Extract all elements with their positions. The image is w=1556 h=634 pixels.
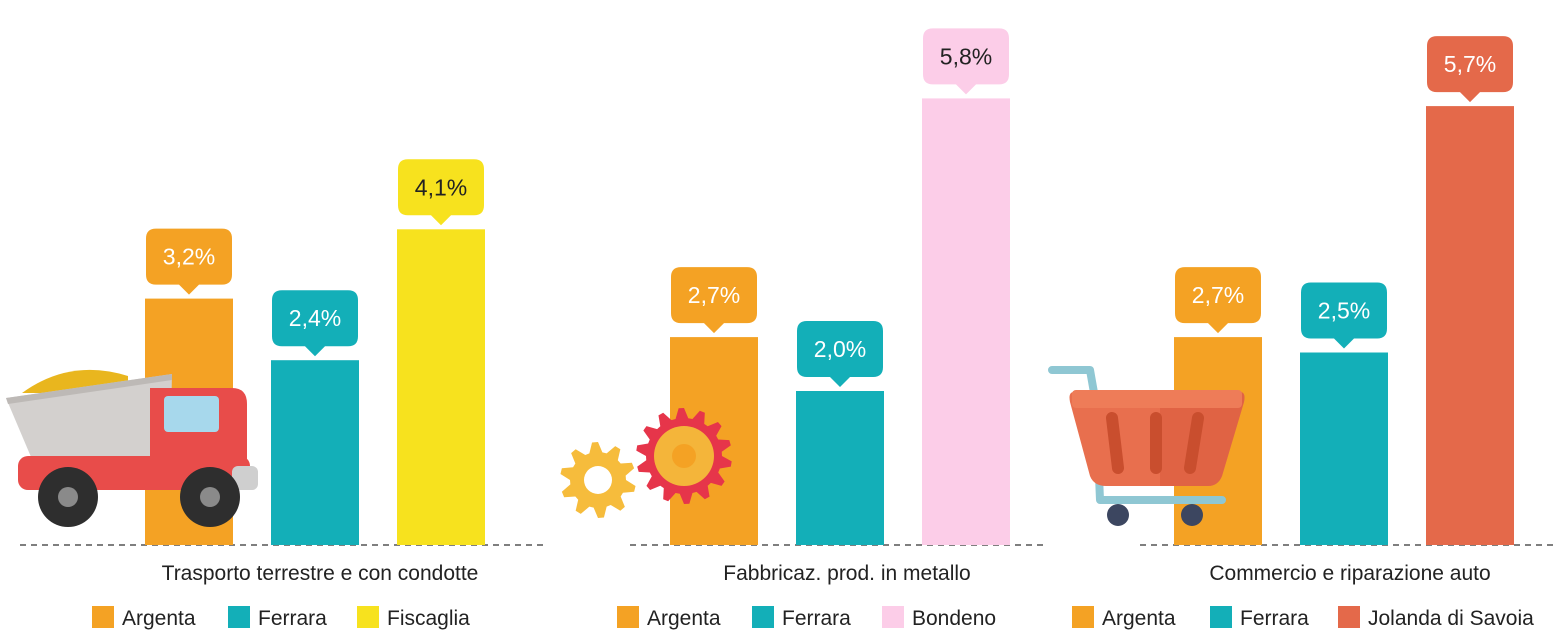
category-label: Fabbricaz. prod. in metallo <box>723 562 970 585</box>
legend-label-ferrara: Ferrara <box>258 607 327 630</box>
legend-swatch-argenta <box>617 606 639 628</box>
legend-swatch-ferrara <box>752 606 774 628</box>
bar-ferrara <box>1300 352 1388 545</box>
data-label-argenta: 3,2% <box>163 244 215 270</box>
shopping-cart-icon <box>1048 366 1245 526</box>
bar-group: 2,7% 2,5% 5,7% <box>1174 36 1514 545</box>
data-label-ferrara: 2,0% <box>814 336 866 362</box>
legend-label-ferrara: Ferrara <box>782 607 851 630</box>
legend-label-argenta: Argenta <box>1102 607 1176 630</box>
data-label-bubble <box>146 228 232 295</box>
data-label-ferrara: 2,5% <box>1318 298 1370 324</box>
gears-icon <box>560 408 732 518</box>
bar-group: 2,7% 2,0% 5,8% <box>670 28 1010 546</box>
legend-swatch-argenta <box>1072 606 1094 628</box>
legend-label-bondeno: Bondeno <box>912 607 996 630</box>
category-label: Trasporto terrestre e con condotte <box>162 562 479 585</box>
legend-swatch-bondeno <box>882 606 904 628</box>
data-label-bubble <box>272 290 358 357</box>
chart-panel-auto: 2,7% 2,5% 5,7% Commercio e riparazione aut… <box>1048 36 1556 630</box>
legend: Argenta Ferrara Fiscaglia <box>92 606 470 630</box>
data-label-bondeno: 5,8% <box>940 43 992 69</box>
data-label-bubble <box>1427 36 1513 103</box>
legend-swatch-ferrara <box>1210 606 1232 628</box>
data-label-bubble <box>1175 267 1261 334</box>
data-label-bubble <box>671 267 757 334</box>
chart-panel-trasporto: 3,2% 2,4% 4,1% Trasporto terrestre e con c… <box>6 159 545 630</box>
data-label-fiscaglia: 4,1% <box>415 174 467 200</box>
bar-ferrara <box>796 391 884 545</box>
legend-label-argenta: Argenta <box>122 607 196 630</box>
data-label-argenta: 2,7% <box>688 282 740 308</box>
data-label-bubble <box>1301 282 1387 349</box>
data-label-jolanda-di-savoia: 5,7% <box>1444 51 1496 77</box>
legend-label-ferrara: Ferrara <box>1240 607 1309 630</box>
legend: Argenta Ferrara Bondeno <box>617 606 996 630</box>
legend-label-argenta: Argenta <box>647 607 721 630</box>
legend-swatch-ferrara <box>228 606 250 628</box>
chart-panel-metallo: 2,7% 2,0% 5,8% Fabbricaz. prod. in metallo… <box>560 28 1045 630</box>
legend-swatch-argenta <box>92 606 114 628</box>
bar-group: 3,2% 2,4% 4,1% <box>145 159 485 546</box>
data-label-bubble <box>797 321 883 387</box>
legend-label-jolanda-di-savoia: Jolanda di Savoia <box>1368 607 1534 630</box>
data-label-bubble <box>398 159 484 226</box>
data-label-argenta: 2,7% <box>1192 282 1244 308</box>
bar-fiscaglia <box>397 229 485 546</box>
legend-swatch-fiscaglia <box>357 606 379 628</box>
bar-ferrara <box>271 360 359 545</box>
category-label: Commercio e riparazione auto <box>1209 562 1490 585</box>
bar-jolanda-di-savoia <box>1426 106 1514 545</box>
legend-swatch-jolanda-di-savoia <box>1338 606 1360 628</box>
bar-bondeno <box>922 98 1010 546</box>
data-label-ferrara: 2,4% <box>289 305 341 331</box>
dump-truck-icon <box>6 369 258 527</box>
data-label-bubble <box>923 28 1009 95</box>
legend-label-fiscaglia: Fiscaglia <box>387 607 470 630</box>
legend: Argenta Ferrara Jolanda di Savoia <box>1072 606 1534 630</box>
